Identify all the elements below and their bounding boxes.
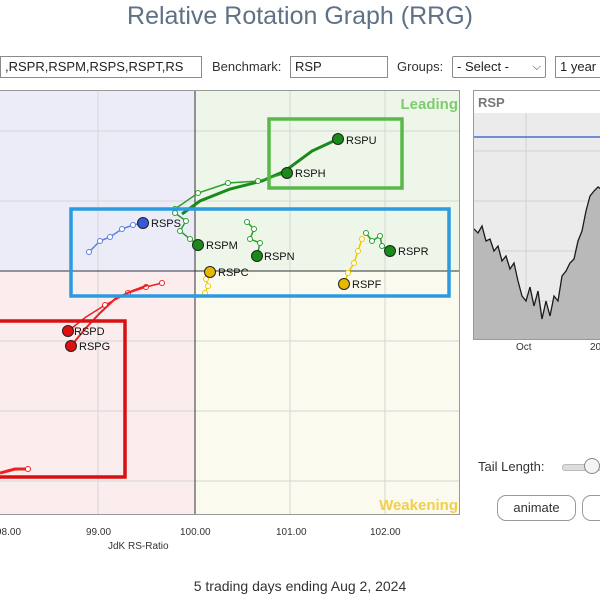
period-select-value: 1 year bbox=[560, 59, 597, 74]
mini-chart-x-label-year: 20 bbox=[590, 342, 600, 353]
benchmark-label: Benchmark: bbox=[212, 59, 282, 74]
tail-rsps[interactable] bbox=[86, 217, 149, 255]
tail-offscreen-red[interactable] bbox=[0, 466, 31, 475]
x-axis-title: JdK RS-Ratio bbox=[108, 541, 169, 552]
symbol-label-rspn: RSPN bbox=[264, 251, 295, 263]
tail-rspg[interactable] bbox=[65, 284, 149, 352]
symbol-label-rspg: RSPG bbox=[79, 341, 110, 353]
x-tick-100: 100.00 bbox=[180, 527, 211, 538]
tail-rspu[interactable] bbox=[181, 133, 344, 216]
leading-quadrant bbox=[195, 91, 459, 271]
x-tick-98: 98.00 bbox=[0, 527, 22, 538]
leading-quadrant-label: Leading bbox=[400, 96, 458, 113]
benchmark-input[interactable]: RSP bbox=[290, 56, 388, 78]
symbols-input-value: ,RSPR,RSPM,RSPS,RSPT,RS bbox=[5, 59, 184, 74]
symbol-label-rspm: RSPM bbox=[206, 240, 238, 252]
mini-chart-title: RSP bbox=[478, 95, 505, 110]
leading-highlight-box bbox=[267, 117, 404, 190]
groups-select-value: - Select - bbox=[457, 59, 510, 74]
groups-select[interactable]: - Select - ⌵ bbox=[452, 56, 546, 78]
benchmark-mini-chart[interactable]: RSP bbox=[473, 90, 600, 340]
period-select[interactable]: 1 year bbox=[555, 56, 600, 78]
symbol-label-rsph: RSPH bbox=[295, 168, 326, 180]
symbol-label-rspd: RSPD bbox=[74, 326, 105, 338]
grid-lines bbox=[0, 91, 459, 514]
lagging-highlight-box bbox=[0, 319, 127, 479]
symbol-label-rspu: RSPU bbox=[346, 135, 377, 147]
x-tick-101: 101.00 bbox=[276, 527, 307, 538]
rrg-chart[interactable]: Leading Weakening RSPU RSPH RSPM bbox=[0, 90, 460, 515]
page-title: Relative Rotation Graph (RRG) bbox=[127, 2, 473, 30]
weakening-quadrant bbox=[195, 271, 459, 514]
benchmark-mini-plot: RSP bbox=[474, 95, 600, 339]
rrg-plot: Leading Weakening RSPU RSPH RSPM bbox=[0, 91, 459, 514]
tail-rspf[interactable] bbox=[338, 236, 365, 290]
secondary-button[interactable] bbox=[582, 495, 600, 521]
benchmark-input-value: RSP bbox=[295, 59, 322, 74]
tail-rspn[interactable] bbox=[244, 219, 263, 262]
symbol-label-rspc: RSPC bbox=[218, 267, 249, 279]
animate-button[interactable]: animate bbox=[497, 495, 576, 521]
weakening-quadrant-label: Weakening bbox=[379, 497, 458, 514]
mini-chart-x-label-oct: Oct bbox=[516, 342, 532, 353]
symbol-label-rspf: RSPF bbox=[352, 279, 382, 291]
x-tick-102: 102.00 bbox=[370, 527, 401, 538]
symbol-label-rspr: RSPR bbox=[398, 246, 429, 258]
symbols-input[interactable]: ,RSPR,RSPM,RSPS,RSPT,RS bbox=[0, 56, 202, 78]
groups-label: Groups: bbox=[397, 59, 444, 74]
sector-highlight-box bbox=[69, 207, 451, 298]
tail-length-slider-handle[interactable] bbox=[584, 458, 600, 474]
date-range-caption: 5 trading days ending Aug 2, 2024 bbox=[193, 578, 407, 594]
tail-length-label: Tail Length: bbox=[478, 459, 545, 474]
symbol-label-rsps: RSPS bbox=[151, 218, 181, 230]
tail-rspm[interactable] bbox=[172, 210, 204, 251]
tail-rspr[interactable] bbox=[363, 230, 396, 257]
tail-length-slider-track[interactable] bbox=[562, 464, 600, 471]
x-tick-99: 99.00 bbox=[86, 527, 112, 538]
chevron-down-icon: ⌵ bbox=[532, 61, 541, 73]
